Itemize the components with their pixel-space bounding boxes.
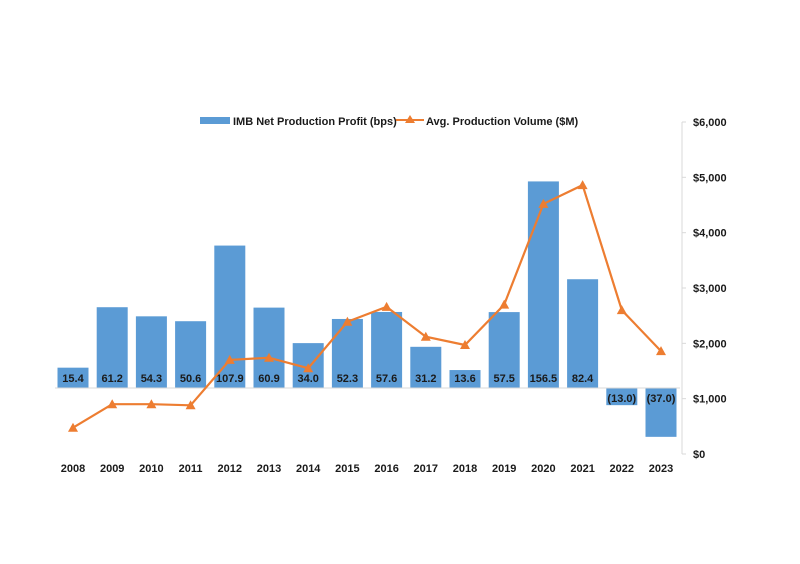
bar-data-label: (13.0) xyxy=(607,393,636,405)
legend-line-marker-icon xyxy=(405,115,415,123)
bar xyxy=(331,318,363,388)
bar-data-label: 61.2 xyxy=(101,373,122,385)
x-axis-tick-label: 2008 xyxy=(61,463,85,475)
line-marker xyxy=(381,301,392,311)
legend-bar-swatch xyxy=(200,117,230,124)
bar xyxy=(96,307,128,388)
line-marker xyxy=(420,331,431,341)
x-axis-tick-label: 2015 xyxy=(335,463,359,475)
x-axis-tick-label: 2023 xyxy=(649,463,673,475)
line-marker xyxy=(107,399,118,409)
right-axis: $0 $1,000 $2,000 $3,000 $4,000 $5,000 $6,000 xyxy=(681,117,727,461)
line-marker xyxy=(68,422,78,432)
bar xyxy=(488,312,520,388)
x-axis-tick-label: 2020 xyxy=(531,463,555,475)
x-axis-tick-label: 2013 xyxy=(257,463,281,475)
bar-data-label: 57.5 xyxy=(493,373,514,385)
bar-data-label: 82.4 xyxy=(572,373,594,385)
bar-data-label: 107.9 xyxy=(216,373,244,385)
bar xyxy=(606,388,638,406)
bar xyxy=(214,245,246,388)
right-axis-tick-label: $4,000 xyxy=(693,228,727,240)
bar xyxy=(253,307,285,388)
line-marker xyxy=(656,346,666,356)
x-axis-tick-label: 2012 xyxy=(218,463,242,475)
bar xyxy=(645,388,677,437)
x-axis-tick-label: 2014 xyxy=(296,463,321,475)
right-axis-tick-label: $0 xyxy=(693,449,705,461)
line-marker xyxy=(224,354,235,364)
bar-series xyxy=(57,181,677,437)
right-axis-tick-label: $1,000 xyxy=(693,394,727,406)
line-marker xyxy=(303,363,314,373)
x-axis-tick-label: 2017 xyxy=(414,463,438,475)
line-marker xyxy=(460,339,470,349)
bar xyxy=(410,346,442,388)
x-axis-tick-label: 2009 xyxy=(100,463,124,475)
line-marker xyxy=(538,198,549,208)
line-series xyxy=(68,180,666,432)
line-marker xyxy=(185,400,196,410)
bar xyxy=(57,367,89,388)
right-axis-tick-label: $2,000 xyxy=(693,338,727,350)
x-axis-tick-label: 2016 xyxy=(374,463,398,475)
line-path xyxy=(72,183,662,429)
bar-data-label: 34.0 xyxy=(297,373,318,385)
bar-data-label: (37.0) xyxy=(647,393,676,405)
bar-data-labels: 15.4 61.2 54.3 50.6 107.9 60.9 34.0 52.3 57.6 31.… xyxy=(62,373,675,405)
bar xyxy=(175,321,207,388)
legend: IMB Net Production Profit (bps) Avg. Pro… xyxy=(200,115,579,128)
bar-data-label: 52.3 xyxy=(337,373,358,385)
bar-data-label: 31.2 xyxy=(415,373,436,385)
x-axis-labels: 2008 2009 2010 2011 2012 2013 2014 2015 2016 2017… xyxy=(61,463,673,475)
line-marker xyxy=(499,299,510,309)
line-marker xyxy=(146,399,157,409)
bar-data-label: 15.4 xyxy=(62,373,84,385)
bar-data-label: 57.6 xyxy=(376,373,397,385)
x-axis-tick-label: 2021 xyxy=(570,463,594,475)
right-axis-tick-label: $3,000 xyxy=(693,283,727,295)
line-marker xyxy=(577,180,588,190)
line-marker xyxy=(264,352,274,362)
bar xyxy=(371,311,403,388)
right-axis-tick-label: $5,000 xyxy=(693,172,727,184)
bar xyxy=(567,279,599,388)
right-axis-tick-label: $6,000 xyxy=(693,117,727,129)
bar-data-label: 13.6 xyxy=(454,373,475,385)
bar-data-label: 60.9 xyxy=(258,373,279,385)
bar xyxy=(449,370,481,388)
x-axis-tick-label: 2022 xyxy=(610,463,634,475)
legend-bar-label: IMB Net Production Profit (bps) xyxy=(233,116,397,128)
bar-data-label: 156.5 xyxy=(530,373,558,385)
line-marker xyxy=(616,305,627,315)
x-axis-tick-label: 2010 xyxy=(139,463,163,475)
x-axis-tick-label: 2018 xyxy=(453,463,477,475)
line-marker xyxy=(342,316,353,326)
legend-line-label: Avg. Production Volume ($M) xyxy=(426,116,579,128)
bar-data-label: 54.3 xyxy=(141,373,162,385)
bar xyxy=(135,316,167,388)
x-axis-tick-label: 2019 xyxy=(492,463,516,475)
bar xyxy=(527,181,559,388)
x-axis-tick-label: 2011 xyxy=(179,463,203,475)
bar-data-label: 50.6 xyxy=(180,373,201,385)
